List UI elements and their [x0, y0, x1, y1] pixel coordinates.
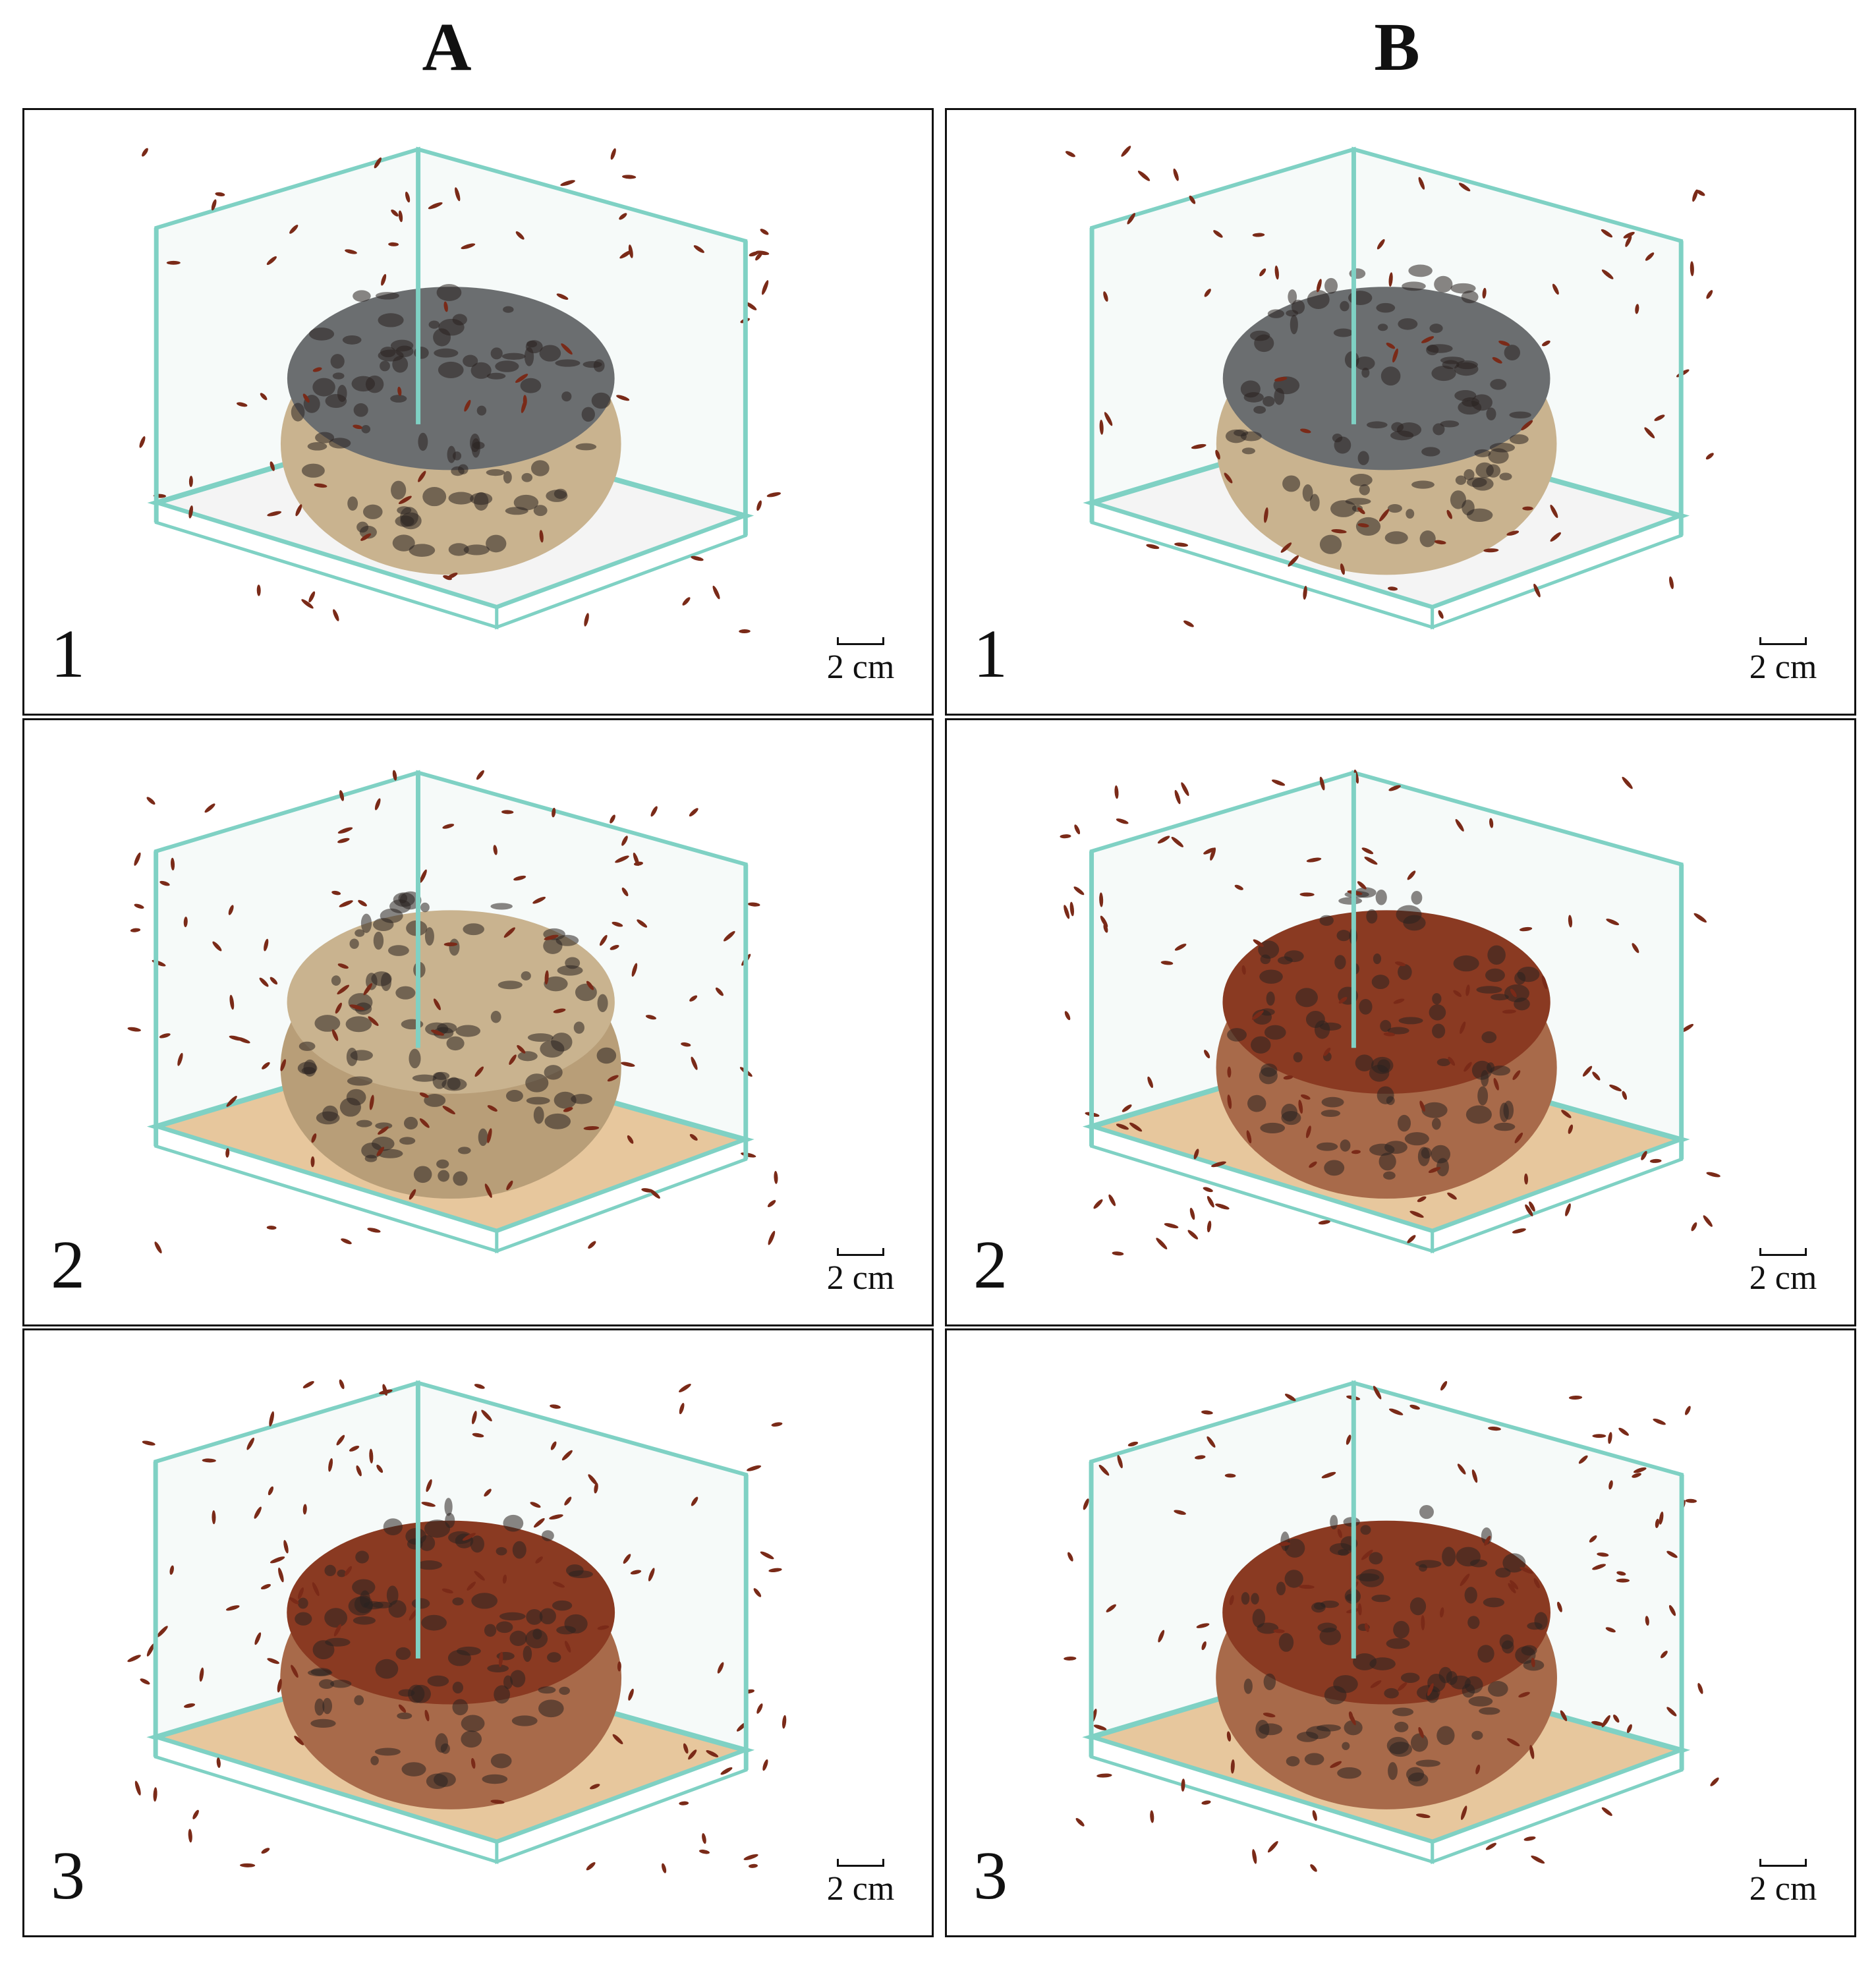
scale-bar: 2 cm [821, 1859, 900, 1906]
scale-bar-label: 2 cm [1749, 648, 1817, 686]
panel-b2: 2 2 cm [945, 718, 1856, 1326]
column-heading-b: B [1374, 9, 1420, 85]
panel-a1: 1 2 cm [22, 108, 934, 716]
panel-number: 1 [51, 616, 85, 692]
scale-bar: 2 cm [821, 1248, 900, 1295]
scale-bar-label: 2 cm [1749, 1870, 1817, 1908]
scale-bar-label: 2 cm [826, 1259, 895, 1297]
scale-bar: 2 cm [1744, 1859, 1823, 1906]
scale-bar: 2 cm [821, 637, 900, 685]
panel-b3: 3 2 cm [945, 1328, 1856, 1937]
scale-bar-line [837, 637, 884, 645]
scale-bar: 2 cm [1744, 637, 1823, 685]
scale-bar-line [837, 1248, 884, 1256]
scale-bar-line [1759, 1859, 1807, 1867]
photo-illustration [139, 146, 782, 634]
panel-number: 1 [973, 616, 1008, 692]
photo-illustration [1060, 769, 1720, 1256]
scale-bar-line [837, 1859, 884, 1867]
scale-bar-line [1759, 1248, 1807, 1256]
column-heading-a: A [422, 9, 472, 85]
scale-bar-line [1759, 637, 1807, 645]
scale-bar: 2 cm [1744, 1248, 1823, 1295]
photo-illustration [127, 1379, 787, 1873]
photo-illustration [1064, 1380, 1719, 1872]
scale-bar-label: 2 cm [1749, 1259, 1817, 1297]
photo-illustration [127, 770, 778, 1254]
panel-a2: 2 2 cm [22, 718, 934, 1326]
panel-number: 2 [51, 1227, 85, 1303]
scale-bar-label: 2 cm [826, 648, 895, 686]
panel-b1: 1 2 cm [945, 108, 1856, 716]
panel-number: 2 [973, 1227, 1008, 1303]
panel-number: 3 [51, 1838, 85, 1914]
panel-number: 3 [973, 1838, 1008, 1914]
panel-a3: 3 2 cm [22, 1328, 934, 1937]
photo-illustration [1065, 146, 1714, 630]
scale-bar-label: 2 cm [826, 1870, 895, 1908]
